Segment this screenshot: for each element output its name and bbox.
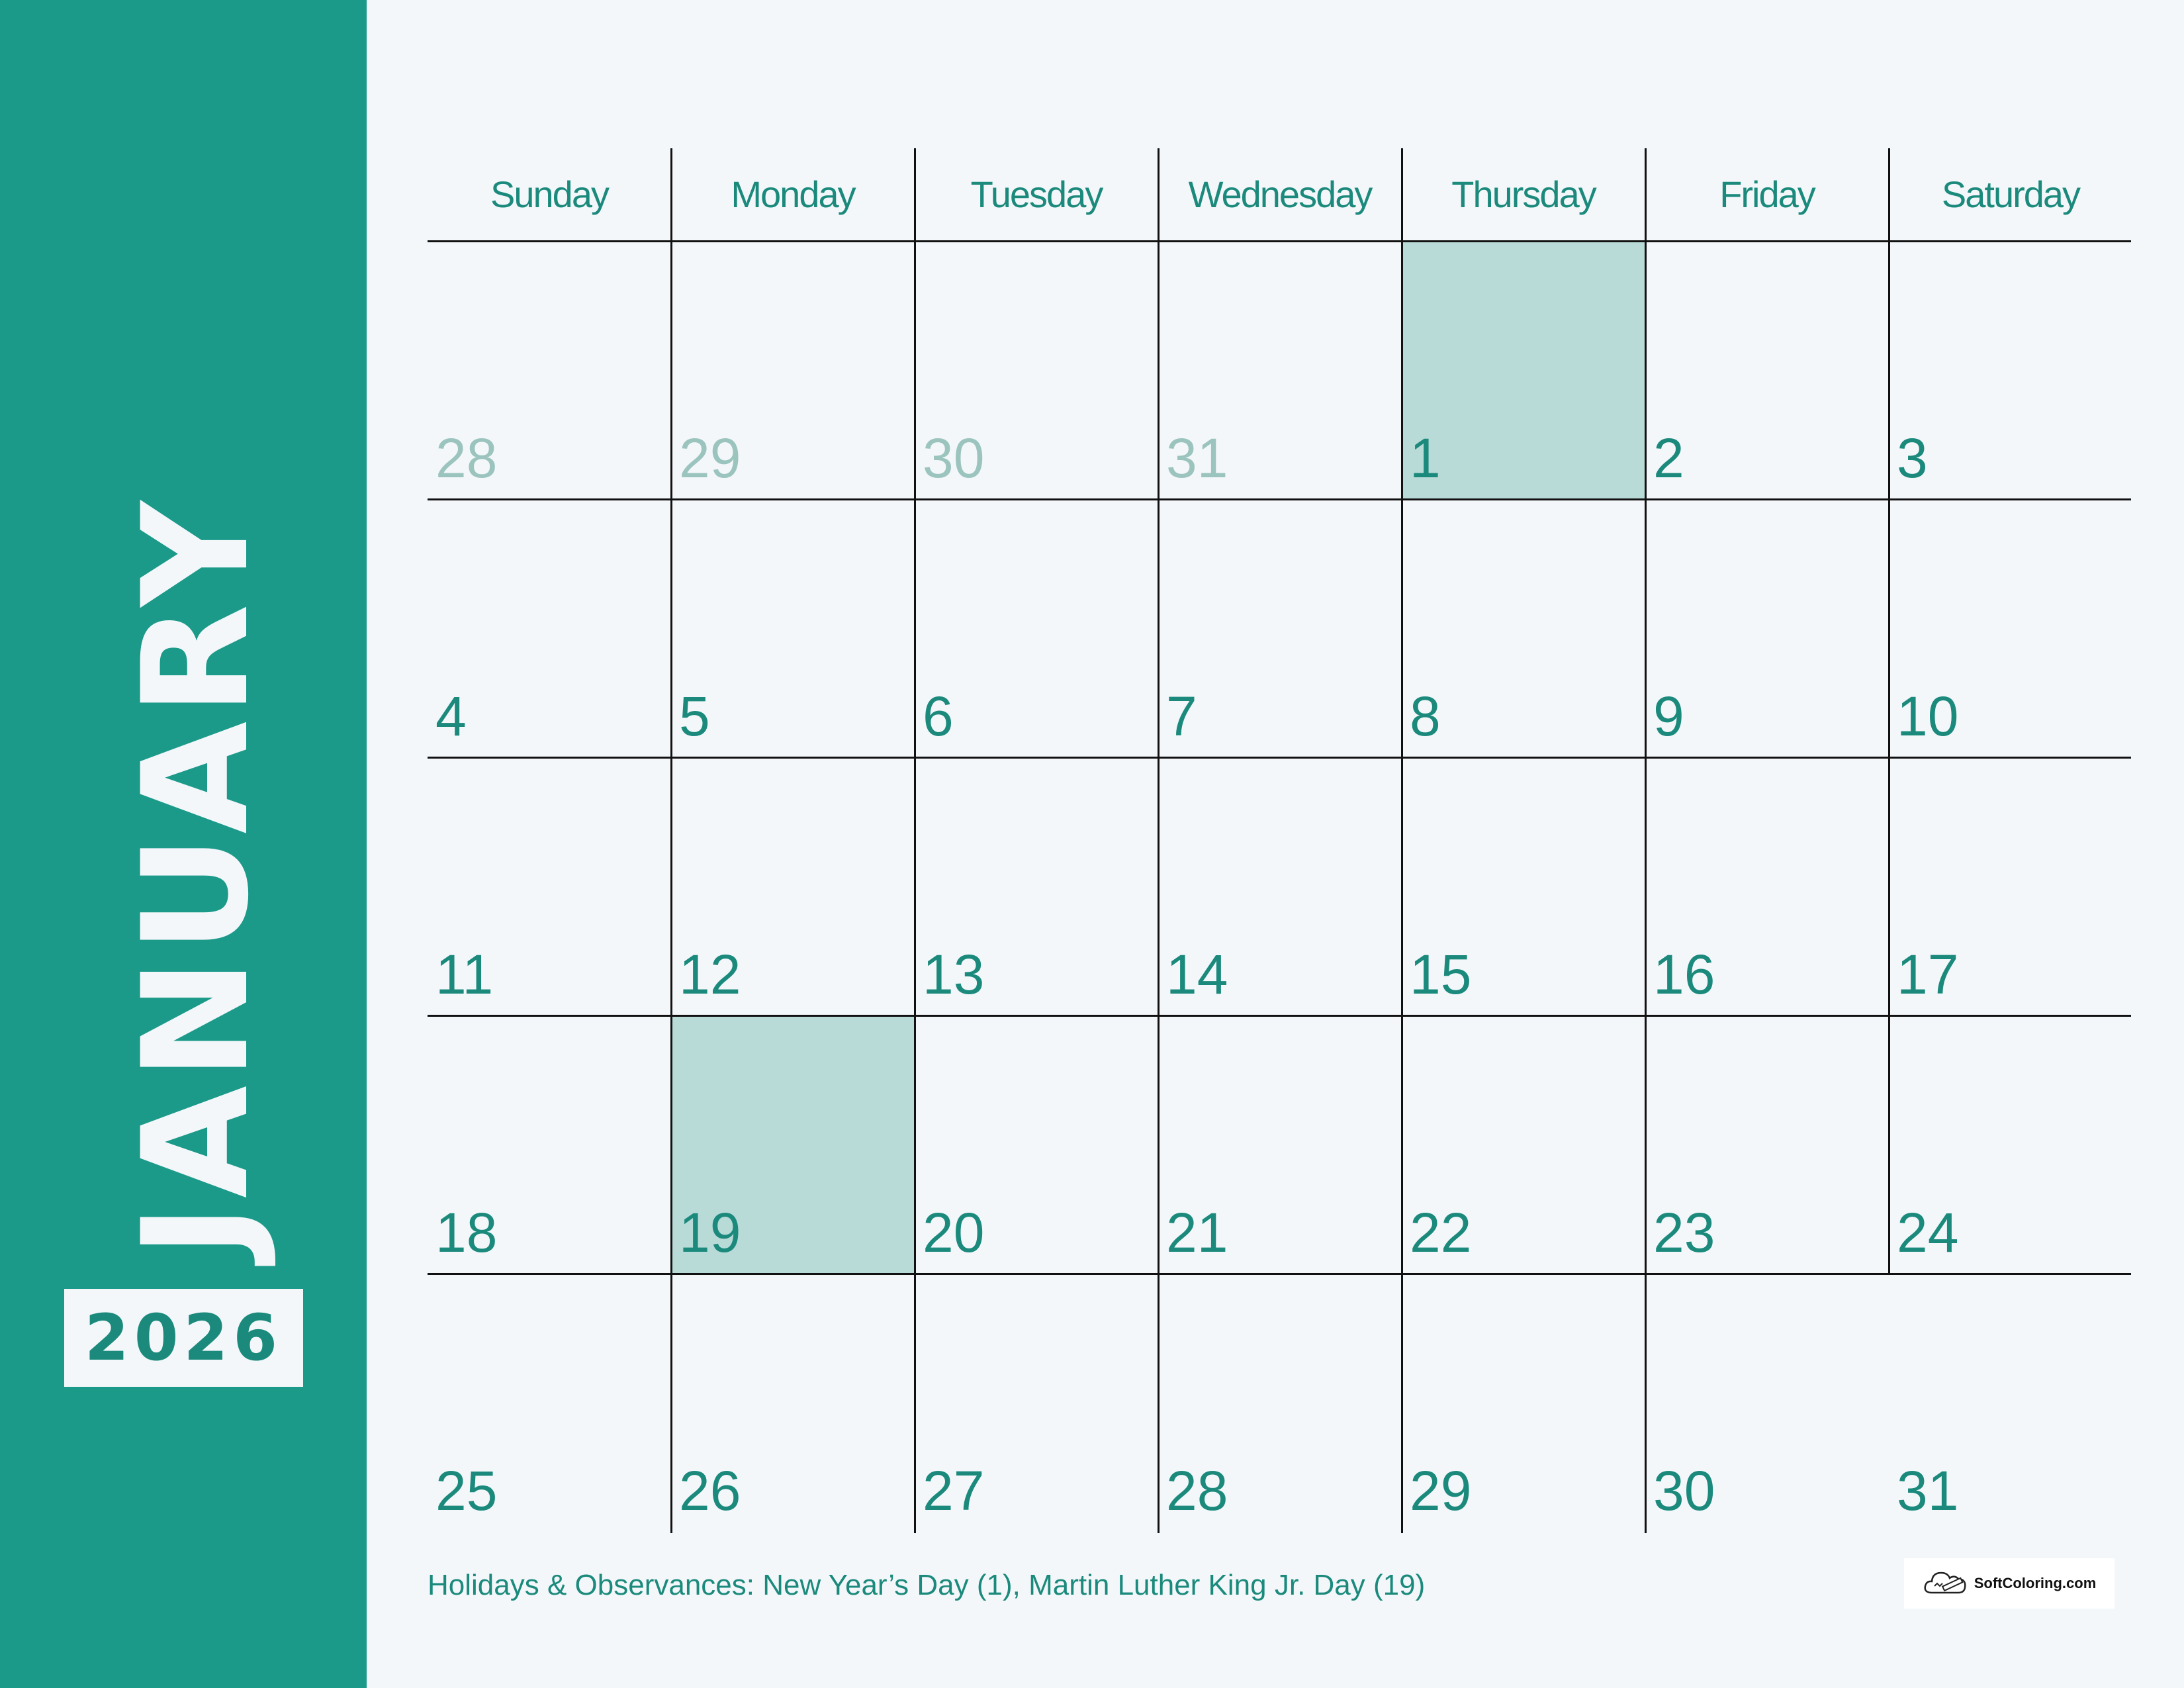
day-number: 31 [1897,1460,1959,1522]
day-cell: 21 [1158,1015,1402,1274]
day-number: 14 [1166,943,1228,1006]
day-cell: 10 [1889,499,2132,757]
day-cell: 11 [428,757,671,1015]
day-cell: 8 [1402,499,1645,757]
month-title: JANUARY [111,495,281,1258]
day-number: 18 [435,1201,498,1264]
grid-row-divider [428,757,2131,759]
day-cell: 29 [671,241,915,499]
day-number: 30 [1653,1460,1715,1522]
day-cell: 15 [1402,757,1645,1015]
site-logo: SoftColoring.com [1904,1558,2115,1609]
grid-row-divider [428,1015,2131,1017]
day-cell: 9 [1645,499,1889,757]
day-number: 1 [1410,427,1441,489]
weekday-saturday: Saturday [1941,173,2081,215]
grid-column-divider [1645,148,1647,1533]
day-cell: 16 [1645,757,1889,1015]
year-badge: 2026 [64,1289,303,1387]
day-number: 22 [1410,1201,1472,1264]
day-number: 5 [679,685,710,747]
grid-row-divider [428,498,2131,500]
grid-column-divider [1888,148,1890,1274]
day-cell: 17 [1889,757,2132,1015]
day-number: 19 [679,1201,741,1264]
year-label: 2026 [84,1301,283,1375]
day-cell: 2 [1645,241,1889,499]
day-cell: 22 [1402,1015,1645,1274]
day-number: 7 [1166,685,1197,747]
day-number: 28 [435,427,498,489]
day-cell: 28 [1158,1274,1402,1532]
day-number: 28 [1166,1460,1228,1522]
day-number: 8 [1410,685,1441,747]
day-number: 12 [679,943,741,1006]
day-number: 2 [1653,427,1684,489]
weekday-friday: Friday [1719,173,1816,215]
weekday-wednesday: Wednesday [1188,173,1373,215]
day-number: 23 [1653,1201,1715,1264]
day-number: 26 [679,1460,741,1522]
grid-column-divider [670,148,672,1533]
weekday-monday: Monday [731,173,856,215]
day-number: 17 [1897,943,1959,1006]
day-cell: 25 [428,1274,671,1532]
day-cell: 20 [915,1015,1158,1274]
day-number: 25 [435,1460,498,1522]
grid-row-divider [428,1273,2131,1275]
day-number: 21 [1166,1201,1228,1264]
day-number: 31 [1166,427,1228,489]
day-cell: 27 [915,1274,1158,1532]
day-cell: 28 [428,241,671,499]
weekday-thursday: Thursday [1451,173,1596,215]
day-number: 20 [923,1201,985,1264]
day-number: 16 [1653,943,1715,1006]
weekday-tuesday: Tuesday [970,173,1104,215]
day-number: 6 [923,685,954,747]
cloud-pencil-icon [1924,1571,1966,1594]
day-cell: 3 [1889,241,2132,499]
day-cell: 12 [671,757,915,1015]
day-number: 15 [1410,943,1472,1006]
day-number: 29 [1410,1460,1472,1522]
day-cell: 30 [1645,1274,1889,1532]
holiday-day-cell: 19 [671,1015,915,1274]
day-cell: 4 [428,499,671,757]
grid-column-divider [1401,148,1403,1533]
logo-text: SoftColoring.com [1974,1575,2097,1591]
day-cell: 18 [428,1015,671,1274]
day-cell: 13 [915,757,1158,1015]
day-number: 13 [923,943,985,1006]
grid-column-divider [914,148,916,1533]
day-cell: 31 [1158,241,1402,499]
day-cell: 30 [915,241,1158,499]
day-number: 30 [923,427,985,489]
grid-column-divider [1158,148,1160,1533]
day-cell: 24 [1889,1015,2132,1274]
day-cell: 29 [1402,1274,1645,1532]
day-number: 10 [1897,685,1959,747]
day-number: 24 [1897,1201,1959,1264]
sidebar: JANUARY 2026 [0,0,367,1688]
day-cell: 31 [1889,1274,2132,1532]
day-number: 29 [679,427,741,489]
day-cell: 7 [1158,499,1402,757]
day-cell: 14 [1158,757,1402,1015]
day-cell: 5 [671,499,915,757]
day-cell: 26 [671,1274,915,1532]
day-number: 11 [435,943,494,1006]
day-cell: 23 [1645,1015,1889,1274]
grid-row-divider [428,240,2131,242]
day-number: 27 [923,1460,985,1522]
holiday-day-cell: 1 [1402,241,1645,499]
day-number: 3 [1897,427,1928,489]
holidays-note: Holidays & Observances: New Year’s Day (… [428,1569,1426,1601]
day-number: 4 [435,685,467,747]
day-number: 9 [1653,685,1684,747]
weekday-sunday: Sunday [490,173,610,215]
day-cell: 6 [915,499,1158,757]
